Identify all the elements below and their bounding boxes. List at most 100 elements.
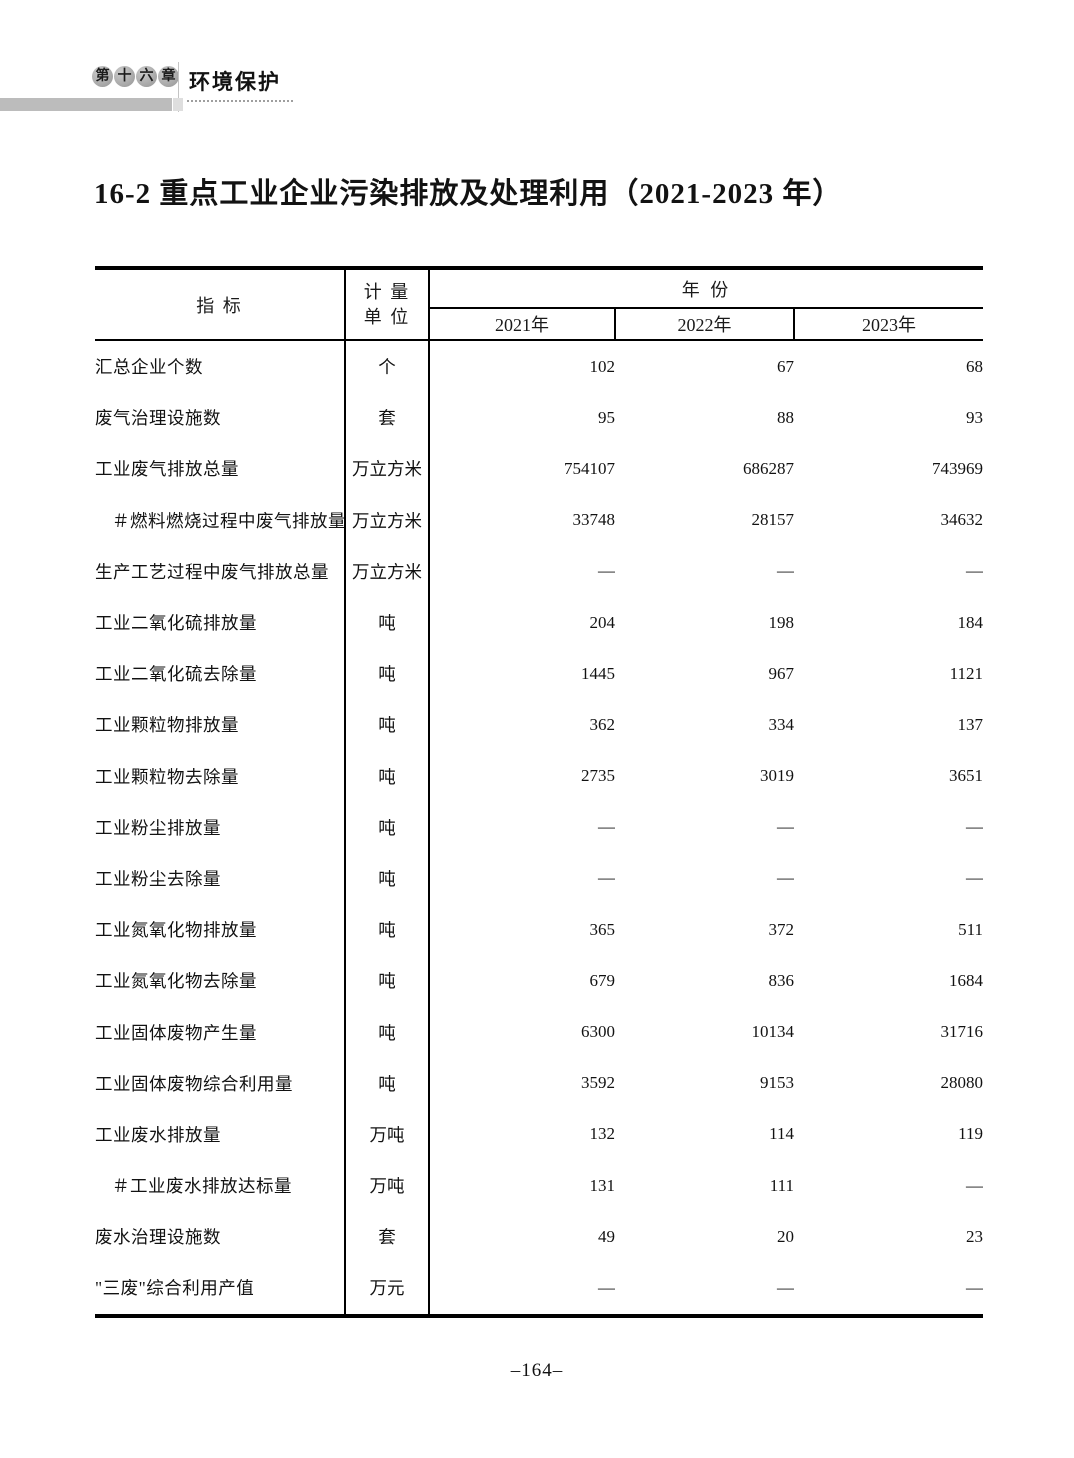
value-cell-2021: — <box>598 817 615 837</box>
indicator-cell: 生产工艺过程中废气排放总量 <box>95 545 346 597</box>
table-row: 汇总企业个数 个 102 67 68 <box>95 340 984 393</box>
unit-cell: 吨 <box>345 699 430 751</box>
unit-cell: 套 <box>345 1211 430 1263</box>
chapter-badge: 第 十 六 章 <box>92 66 179 87</box>
table-row: "三废"综合利用产值 万元 — — — <box>95 1262 983 1316</box>
value-cell-2023: 34632 <box>940 510 984 530</box>
unit-cell: 万吨 <box>345 1160 430 1212</box>
indicator-cell: 废水治理设施数 <box>95 1211 346 1263</box>
unit-cell: 吨 <box>345 1006 430 1058</box>
value-cell-2021: 2735 <box>581 766 615 786</box>
unit-cell: 万立方米 <box>345 494 430 546</box>
value-cell-2023: 119 <box>958 1124 984 1144</box>
table-row: 工业颗粒物排放量 吨 362 334 137 <box>95 699 984 751</box>
value-cell-2021: 131 <box>589 1175 616 1195</box>
value-cell-2022: 88 <box>777 407 794 427</box>
unit-cell: 个 <box>345 340 430 393</box>
value-cell-2021: — <box>598 561 615 581</box>
value-cell-2022: 967 <box>768 663 795 683</box>
unit-cell: 吨 <box>345 904 430 956</box>
indicator-cell: 工业颗粒物排放量 <box>95 699 346 751</box>
value-cell-2023: 137 <box>957 714 984 734</box>
value-cell-2021: 204 <box>589 612 616 632</box>
unit-cell: 万元 <box>345 1262 430 1316</box>
unit-cell: 吨 <box>345 1057 430 1109</box>
value-cell-2023: 1121 <box>949 663 984 683</box>
value-cell-2022: 114 <box>769 1124 794 1144</box>
table-row: 工业废气排放总量 万立方米 754107 686287 743969 <box>95 443 983 495</box>
col-header-2022: 2022年 <box>615 308 795 341</box>
col-header-year-group: 年 份 <box>429 268 984 309</box>
indicator-cell: ＃燃料燃烧过程中废气排放量 <box>95 494 346 546</box>
col-header-unit-line1: 计 量 <box>363 282 411 303</box>
indicator-cell: 工业氮氧化物排放量 <box>95 904 346 956</box>
table-row: 工业粉尘去除量 吨 — — — <box>95 852 983 905</box>
table-row: 工业粉尘排放量 吨 — — — <box>95 801 984 853</box>
indicator-cell: ＃工业废水排放达标量 <box>95 1160 346 1212</box>
col-header-2023: 2023年 <box>794 308 984 341</box>
value-cell-2023: — <box>966 817 984 837</box>
value-cell-2022: — <box>777 868 794 888</box>
chapter-title: 环境保护 <box>189 71 281 94</box>
value-cell-2022: — <box>777 1277 794 1297</box>
indicator-cell: 工业二氧化硫去除量 <box>95 648 346 700</box>
value-cell-2022: — <box>777 561 794 581</box>
value-cell-2021: 362 <box>589 714 616 734</box>
indicator-cell: 工业颗粒物去除量 <box>95 750 346 802</box>
table-title: 16-2 重点工业企业污染排放及处理利用（2021-2023 年） <box>94 178 843 210</box>
unit-cell: 套 <box>345 392 430 444</box>
table-row: 工业废水排放量 万吨 132 114 119 <box>95 1108 984 1160</box>
value-cell-2021: 1445 <box>581 663 615 683</box>
value-cell-2023: 31716 <box>940 1022 984 1042</box>
indicator-cell: 工业二氧化硫排放量 <box>95 596 346 649</box>
value-cell-2022: 334 <box>768 714 795 734</box>
value-cell-2022: 28157 <box>751 510 795 530</box>
statistics-table: 指 标 计 量 单 位 年 份 2021年 2022年 2023年 汇总企业个数… <box>95 266 984 1318</box>
value-cell-2022: 372 <box>768 919 795 939</box>
value-cell-2021: 132 <box>589 1124 616 1144</box>
unit-cell: 吨 <box>345 955 430 1007</box>
indicator-cell: 工业废水排放量 <box>95 1108 346 1160</box>
table-body: 汇总企业个数 个 102 67 68 废气治理设施数 套 95 88 93 工业… <box>95 340 983 1316</box>
col-header-unit: 计 量 单 位 <box>345 268 430 341</box>
value-cell-2023: — <box>966 1175 984 1195</box>
value-cell-2021: 49 <box>598 1226 615 1246</box>
table-row: 工业二氧化硫去除量 吨 1445 967 1121 <box>95 648 984 700</box>
header-divider <box>178 62 179 112</box>
chapter-badge-char: 第 <box>92 66 113 87</box>
value-cell-2022: — <box>777 817 794 837</box>
value-cell-2022: 836 <box>768 970 795 990</box>
value-cell-2022: 3019 <box>760 766 794 786</box>
unit-cell: 万立方米 <box>345 545 430 597</box>
value-cell-2023: 93 <box>966 407 984 427</box>
value-cell-2021: 365 <box>589 919 616 939</box>
unit-cell: 万立方米 <box>345 443 430 495</box>
value-cell-2022: 686287 <box>743 458 794 478</box>
chapter-badge-char: 章 <box>158 66 179 87</box>
col-header-indicator: 指 标 <box>95 268 346 341</box>
table-row: 生产工艺过程中废气排放总量 万立方米 — — — <box>95 545 983 597</box>
indicator-cell: 工业粉尘去除量 <box>95 852 346 905</box>
table-row: 工业氮氧化物排放量 吨 365 372 511 <box>95 904 984 956</box>
indicator-cell: 工业固体废物产生量 <box>95 1006 346 1058</box>
header-decorative-bar-tip <box>173 98 183 111</box>
indicator-cell: 汇总企业个数 <box>95 340 346 393</box>
value-cell-2021: 33748 <box>572 510 616 530</box>
table-row: 工业二氧化硫排放量 吨 204 198 184 <box>95 596 983 649</box>
value-cell-2023: 511 <box>958 919 984 939</box>
value-cell-2021: 679 <box>589 970 616 990</box>
value-cell-2021: 6300 <box>581 1022 615 1042</box>
table-header: 指 标 计 量 单 位 年 份 2021年 2022年 2023年 <box>95 268 984 341</box>
indicator-cell: 工业固体废物综合利用量 <box>95 1057 346 1109</box>
unit-cell: 吨 <box>345 801 430 853</box>
value-cell-2022: 111 <box>769 1175 794 1195</box>
indicator-cell: 工业氮氧化物去除量 <box>95 955 346 1007</box>
value-cell-2021: 102 <box>589 356 616 376</box>
table-row: 废水治理设施数 套 49 20 23 <box>95 1211 983 1263</box>
value-cell-2022: 9153 <box>760 1073 794 1093</box>
table-row: ＃工业废水排放达标量 万吨 131 111 — <box>95 1160 984 1212</box>
col-header-2021: 2021年 <box>429 308 616 341</box>
value-cell-2023: 68 <box>966 356 984 376</box>
value-cell-2021: — <box>598 868 615 888</box>
chapter-badge-char: 六 <box>136 66 157 87</box>
